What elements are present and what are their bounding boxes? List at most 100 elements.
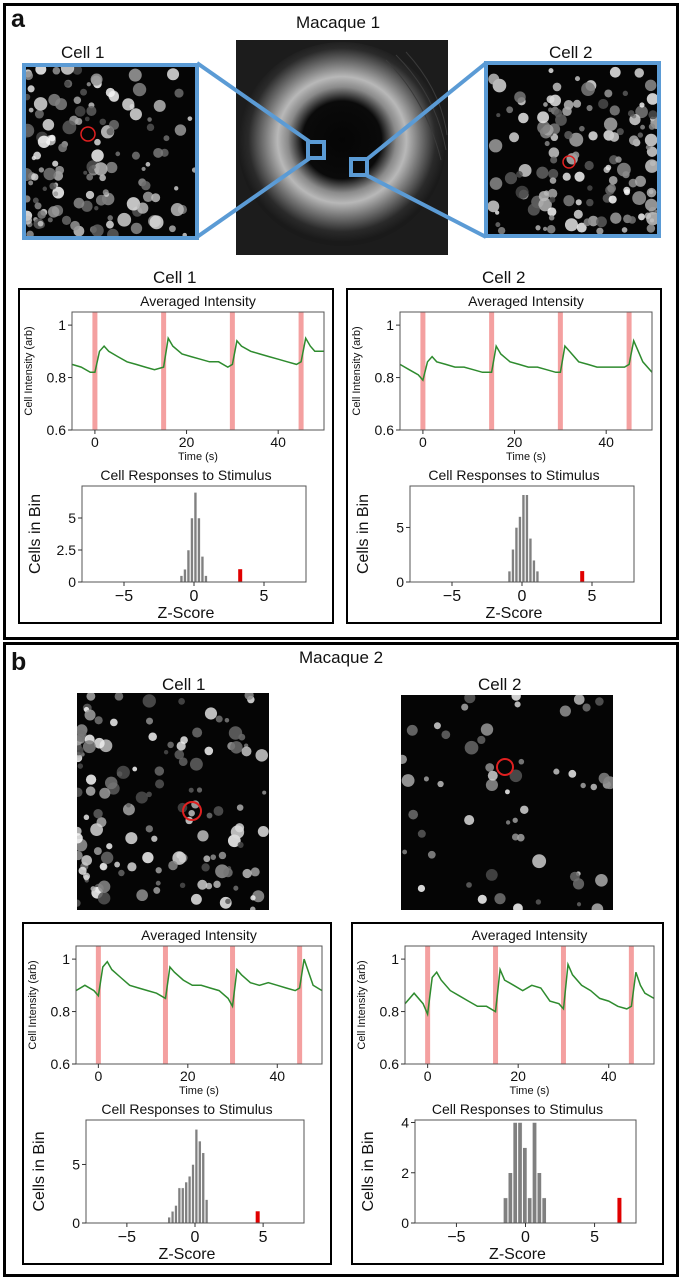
hist-ylabel: Cells in Bin <box>31 1131 48 1211</box>
trace-title: Averaged Intensity <box>472 927 588 943</box>
cell-blob <box>55 98 68 111</box>
cell-blob <box>609 155 619 165</box>
cell-blob <box>609 132 620 142</box>
hist-title: Cell Responses to Stimulus <box>432 1101 603 1117</box>
cell-blob <box>28 107 34 113</box>
hist-bar-2 <box>186 549 191 583</box>
cell-blob <box>487 770 498 781</box>
cell-blob <box>497 226 506 234</box>
chart-group-a-cell-2: Averaged Intensity 0 20 40 0.6 0.8 1 Time (s) Ce… <box>351 293 653 622</box>
cell-blob <box>180 736 188 744</box>
cell-blob <box>90 73 103 86</box>
cell-blob <box>204 707 218 720</box>
cell-blob <box>590 783 598 791</box>
hist-bar-3 <box>518 516 522 583</box>
cell-blob <box>639 102 645 108</box>
cell-blob <box>568 769 577 778</box>
hist-bar-1 <box>183 568 187 583</box>
cell-blob <box>646 211 657 226</box>
cell-blob <box>576 902 582 907</box>
cell-blob <box>107 228 119 236</box>
cell-blob <box>52 67 61 75</box>
cell-blob <box>141 181 151 191</box>
hist-bar-2 <box>174 1205 178 1224</box>
cell-blob <box>213 880 221 889</box>
hist-ylabel: Cells in Bin <box>355 494 372 574</box>
hist-bar-2 <box>512 1122 518 1224</box>
hist-bar-0 <box>503 1197 508 1224</box>
hist-ylabel: Cells in Bin <box>27 494 44 574</box>
cell-blob <box>562 106 572 116</box>
cell-blob <box>562 172 571 181</box>
stimulus-bar-3 <box>298 312 304 430</box>
cell-blob <box>27 85 35 93</box>
cell-blob <box>94 716 103 725</box>
cell-blob <box>80 88 87 96</box>
cell-blob <box>552 82 562 92</box>
cell-blob <box>417 884 426 893</box>
cell-blob <box>55 165 65 175</box>
cell-blob <box>634 68 645 78</box>
cell-blob <box>61 215 72 225</box>
hist-xtick-label-0: −5 <box>115 588 133 605</box>
cell-blob <box>155 779 165 789</box>
cell-blob <box>548 68 554 74</box>
trace-ytick-label-2: 1 <box>391 951 399 967</box>
trace-title: Averaged Intensity <box>141 927 257 943</box>
hist-chart-a1_hist: Cell Responses to Stimulus −5 0 5 0 2.5 5 Z-Sco… <box>27 467 307 622</box>
trace-ytick-label-1: 0.8 <box>375 370 395 386</box>
hist-bar-4 <box>522 1147 528 1224</box>
cell-blob <box>516 171 523 178</box>
panel-letter-b: b <box>11 648 27 676</box>
trace-ytick-label-2: 1 <box>62 951 70 967</box>
cell-blob <box>504 789 510 795</box>
cell-blob <box>546 225 556 234</box>
cell-blob <box>583 218 592 227</box>
hist-ytick-label-1: 5 <box>396 519 404 535</box>
cell-blob <box>584 160 594 171</box>
cell-2-micrograph-a <box>484 61 661 238</box>
hist-bar-8 <box>194 1129 199 1224</box>
hist-bar-7 <box>191 1164 195 1224</box>
hist-bar-4 <box>193 492 198 583</box>
hist-xtick-label-2: 5 <box>259 1229 268 1246</box>
zoom-marker-cell-2 <box>349 157 369 177</box>
cell-blob <box>604 89 613 98</box>
cell-blob <box>26 195 31 203</box>
cell-blob <box>94 162 108 176</box>
cell-blob <box>155 867 162 874</box>
cell-blob <box>48 206 60 218</box>
cell-blob <box>105 87 116 98</box>
cell-blob <box>188 809 195 817</box>
trace-axes-frame <box>75 945 323 1065</box>
trace-xtick-label-0: 0 <box>419 434 427 450</box>
hist-xtick-label-1: 0 <box>190 588 199 605</box>
cell-1-micrograph-b <box>77 693 269 910</box>
cell-blob <box>572 151 580 159</box>
hist-xtick-label-2: 5 <box>590 1229 599 1246</box>
cell-blob <box>53 191 59 197</box>
cell-blob <box>608 176 618 185</box>
cell-blob <box>201 863 210 872</box>
cell-blob <box>168 860 178 871</box>
hist-ytick-label-1: 2 <box>401 1165 409 1181</box>
cell-blob <box>513 903 523 910</box>
cell-blob <box>634 175 646 187</box>
cell-blob <box>624 189 630 196</box>
cell-blob <box>203 855 211 863</box>
trace-xtick-label-2: 40 <box>601 1068 617 1084</box>
cell-blob <box>645 159 657 173</box>
cell-blob <box>532 854 547 869</box>
hist-xtick-label-2: 5 <box>260 588 269 605</box>
cell-blob <box>257 825 269 837</box>
cell-blob <box>572 878 585 890</box>
cell-blob <box>466 882 472 888</box>
cell-blob <box>78 866 87 875</box>
hist-bar-10 <box>201 1152 205 1224</box>
cell-blob <box>228 726 243 740</box>
cell-blob <box>60 67 75 75</box>
cell-blob <box>70 220 80 231</box>
cell-blob <box>224 717 230 723</box>
cell-blob <box>84 709 96 721</box>
trace-axes-frame <box>399 311 653 431</box>
